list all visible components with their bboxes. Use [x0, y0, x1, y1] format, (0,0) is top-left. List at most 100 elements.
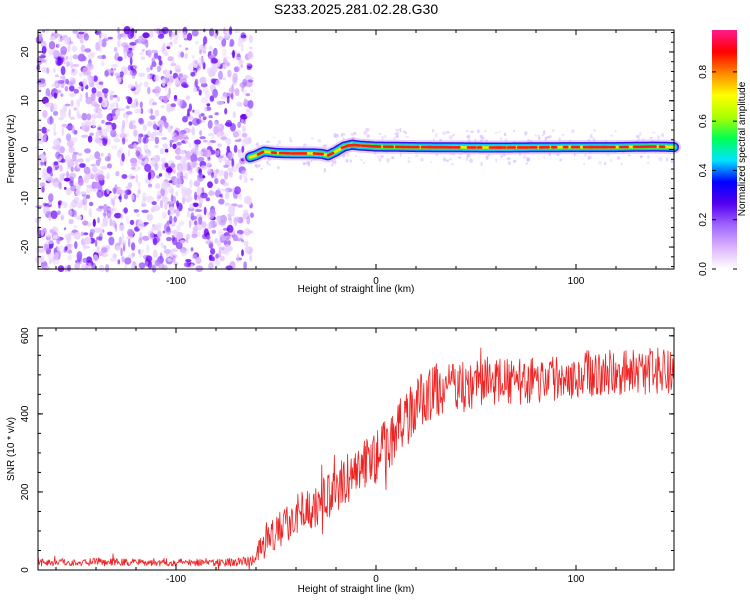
noise-blob: [83, 232, 89, 236]
noise-blob: [79, 163, 86, 168]
noise-blob: [43, 205, 50, 215]
noise-blob: [111, 63, 119, 68]
noise-blob: [106, 188, 110, 195]
noise-blob: [209, 95, 215, 102]
noise-blob: [224, 235, 232, 242]
noise-blob: [65, 133, 72, 141]
noise-blob: [41, 46, 47, 54]
noise-blob: [130, 166, 136, 170]
noise-blob: [123, 207, 128, 214]
noise-blob: [187, 161, 190, 166]
noise-blob: [202, 116, 207, 120]
noise-blob: [139, 52, 145, 56]
noise-blob: [154, 183, 161, 189]
noise-blob: [172, 237, 178, 246]
noise-blob: [657, 135, 660, 140]
noise-blob: [190, 215, 197, 220]
noise-blob: [53, 131, 57, 136]
noise-blob: [133, 143, 138, 149]
noise-blob: [250, 212, 254, 218]
noise-blob: [541, 134, 544, 137]
noise-blob: [176, 171, 181, 178]
noise-blob: [205, 240, 214, 245]
noise-blob: [199, 49, 202, 55]
noise-blob: [122, 136, 126, 145]
noise-blob: [240, 239, 245, 243]
noise-blob: [587, 156, 591, 160]
noise-blob: [123, 193, 129, 200]
noise-blob: [247, 51, 253, 58]
noise-blob: [234, 88, 240, 97]
noise-blob: [237, 121, 242, 129]
noise-blob: [49, 115, 53, 125]
noise-blob: [223, 170, 229, 180]
noise-blob: [116, 96, 121, 103]
noise-blob: [214, 33, 218, 39]
noise-blob: [175, 68, 182, 73]
noise-blob: [167, 125, 173, 133]
noise-blob: [73, 232, 81, 240]
noise-blob: [108, 69, 115, 73]
noise-blob: [614, 129, 617, 133]
noise-blob: [179, 171, 184, 181]
noise-blob: [78, 205, 81, 209]
noise-blob: [73, 224, 78, 229]
noise-blob: [106, 210, 112, 219]
noise-blob: [195, 257, 202, 264]
noise-blob: [117, 56, 123, 62]
noise-blob: [232, 72, 238, 82]
noise-blob: [38, 55, 47, 59]
noise-blob: [179, 240, 186, 244]
noise-blob: [431, 129, 435, 133]
noise-blob: [135, 159, 143, 165]
noise-blob: [126, 228, 134, 237]
noise-blob: [190, 72, 196, 77]
noise-blob: [168, 80, 172, 87]
noise-blob: [175, 208, 180, 218]
noise-blob: [84, 237, 92, 245]
noise-blob: [333, 133, 337, 138]
noise-blob: [99, 33, 108, 38]
noise-blob: [200, 192, 208, 199]
noise-blob: [137, 220, 144, 230]
colorbar-tick-label: 0.8: [698, 64, 709, 78]
noise-blob: [83, 204, 88, 211]
noise-blob: [174, 209, 177, 214]
noise-blob: [245, 79, 253, 88]
noise-blob: [67, 43, 71, 53]
noise-blob: [216, 155, 224, 159]
noise-blob: [152, 249, 158, 259]
noise-blob: [210, 256, 215, 262]
noise-blob: [258, 164, 261, 168]
noise-blob: [407, 160, 411, 163]
noise-blob: [637, 134, 640, 138]
noise-blob: [79, 93, 83, 102]
noise-blob: [131, 194, 135, 200]
noise-blob: [234, 186, 241, 195]
noise-blob: [222, 48, 227, 57]
noise-blob: [470, 130, 474, 133]
noise-blob: [110, 257, 118, 262]
noise-blob: [101, 54, 107, 60]
noise-blob: [83, 245, 91, 249]
figure-title: S233.2025.281.02.28.G30: [274, 1, 438, 17]
noise-blob: [218, 249, 222, 258]
noise-blob: [88, 201, 94, 207]
noise-blob: [247, 230, 254, 234]
noise-blob: [60, 50, 66, 58]
noise-blob: [72, 29, 79, 34]
noise-blob: [140, 56, 146, 60]
noise-blob: [380, 154, 384, 158]
noise-blob: [164, 121, 169, 129]
noise-blob: [41, 96, 49, 105]
noise-blob: [129, 219, 135, 225]
noise-blob: [391, 156, 395, 159]
noise-blob: [186, 32, 193, 41]
noise-blob: [235, 56, 242, 61]
noise-blob: [386, 158, 390, 163]
noise-blob: [70, 166, 74, 172]
noise-blob: [85, 91, 88, 99]
noise-blob: [94, 239, 98, 247]
noise-blob: [92, 218, 96, 227]
noise-blob: [178, 220, 185, 227]
